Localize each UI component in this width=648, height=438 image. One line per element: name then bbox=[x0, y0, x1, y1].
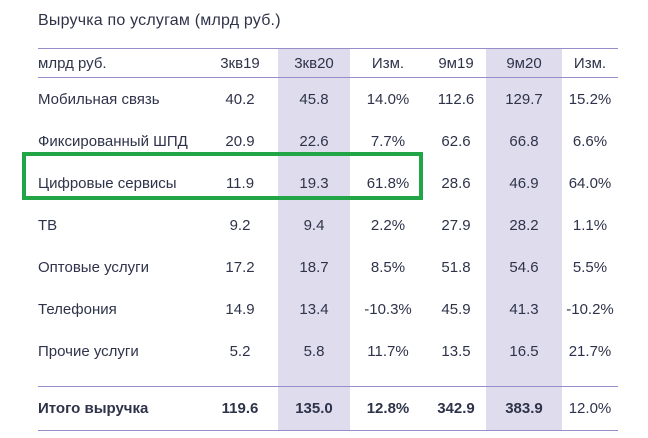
row-value: 9.4 bbox=[278, 204, 350, 246]
row-value: 54.6 bbox=[486, 246, 562, 288]
row-label: ТВ bbox=[38, 216, 58, 234]
row-value: -10.2% bbox=[566, 300, 614, 318]
total-value: 135.0 bbox=[278, 387, 350, 430]
table-header-row: млрд руб. 3кв19 3кв20 Изм. 9м19 9м20 Изм. bbox=[38, 48, 618, 78]
row-label: Фиксированный ШПД bbox=[38, 132, 188, 150]
row-value: 1.1% bbox=[572, 216, 608, 234]
row-value: 46.9 bbox=[486, 162, 562, 204]
column-header: 9м19 bbox=[438, 54, 474, 72]
row-value: 129.7 bbox=[486, 78, 562, 120]
table-body: Мобильная связь 40.2 45.8 14.0% 112.6 129.7 15… bbox=[38, 78, 618, 372]
row-label: Прочие услуги bbox=[38, 342, 139, 360]
row-value: -10.3% bbox=[364, 300, 412, 318]
row-value: 13.4 bbox=[278, 288, 350, 330]
row-value: 20.9 bbox=[225, 132, 255, 150]
row-label: Телефония bbox=[38, 300, 117, 318]
row-value: 41.3 bbox=[486, 288, 562, 330]
spacer-cell bbox=[202, 372, 278, 386]
total-value: 12.0% bbox=[568, 400, 612, 417]
row-label: Мобильная связь bbox=[38, 90, 160, 108]
row-value: 45.9 bbox=[441, 300, 471, 318]
row-value: 40.2 bbox=[225, 90, 255, 108]
row-value: 9.2 bbox=[229, 216, 251, 234]
row-value: 19.3 bbox=[278, 162, 350, 204]
column-header-unit: млрд руб. bbox=[38, 54, 107, 72]
row-value: 18.7 bbox=[278, 246, 350, 288]
row-value: 2.2% bbox=[370, 216, 406, 234]
row-value: 61.8% bbox=[366, 174, 410, 192]
row-value: 21.7% bbox=[568, 342, 612, 360]
row-value: 22.6 bbox=[278, 120, 350, 162]
row-value: 15.2% bbox=[568, 90, 612, 108]
page-title: Выручка по услугам (млрд руб.) bbox=[38, 12, 281, 29]
spacer-cell bbox=[350, 372, 426, 386]
table-row: Прочие услуги 5.2 5.8 11.7% 13.5 16.5 21.7% bbox=[38, 330, 618, 372]
row-value: 27.9 bbox=[441, 216, 471, 234]
row-value: 16.5 bbox=[486, 330, 562, 372]
total-value: 383.9 bbox=[486, 387, 562, 430]
spacer-cell bbox=[278, 372, 350, 386]
table-total-row: Итого выручка 119.6 135.0 12.8% 342.9 383.9 1… bbox=[38, 386, 618, 431]
row-value: 28.2 bbox=[486, 204, 562, 246]
table-row: Оптовые услуги 17.2 18.7 8.5% 51.8 54.6 5.5% bbox=[38, 246, 618, 288]
row-value: 14.0% bbox=[366, 90, 410, 108]
row-value: 45.8 bbox=[278, 78, 350, 120]
spacer-cell bbox=[426, 372, 486, 386]
table-row-highlighted: Цифровые сервисы 11.9 19.3 61.8% 28.6 46.9 64.… bbox=[38, 162, 618, 204]
row-value: 8.5% bbox=[370, 258, 406, 276]
total-value: 12.8% bbox=[366, 400, 410, 417]
row-value: 13.5 bbox=[441, 342, 471, 360]
row-value: 11.7% bbox=[367, 342, 409, 360]
row-value: 112.6 bbox=[437, 90, 475, 108]
total-row-label: Итого выручка bbox=[38, 400, 149, 417]
column-header: Изм. bbox=[371, 54, 405, 72]
table-row: Фиксированный ШПД 20.9 22.6 7.7% 62.6 66.8 6.6… bbox=[38, 120, 618, 162]
row-label: Цифровые сервисы bbox=[38, 174, 177, 192]
column-header: 3кв19 bbox=[220, 54, 260, 72]
row-value: 28.6 bbox=[441, 174, 471, 192]
total-value: 119.6 bbox=[221, 400, 259, 417]
row-value: 17.2 bbox=[225, 258, 255, 276]
row-value: 6.6% bbox=[572, 132, 608, 150]
row-value: 7.7% bbox=[370, 132, 406, 150]
column-header: 3кв20 bbox=[278, 49, 350, 77]
row-value: 14.9 bbox=[225, 300, 255, 318]
row-value: 5.5% bbox=[572, 258, 608, 276]
spacer-cell bbox=[38, 372, 202, 386]
row-value: 64.0% bbox=[568, 174, 612, 192]
row-value: 62.6 bbox=[441, 132, 471, 150]
table-row: Телефония 14.9 13.4 -10.3% 45.9 41.3 -10.2% bbox=[38, 288, 618, 330]
revenue-by-services-table: млрд руб. 3кв19 3кв20 Изм. 9м19 9м20 Изм. Моб… bbox=[38, 48, 618, 431]
spacer-cell bbox=[562, 372, 618, 386]
row-value: 5.8 bbox=[278, 330, 350, 372]
column-header: 9м20 bbox=[486, 49, 562, 77]
row-value: 5.2 bbox=[229, 342, 251, 360]
row-label: Оптовые услуги bbox=[38, 258, 150, 276]
row-value: 11.9 bbox=[225, 174, 255, 192]
row-value: 66.8 bbox=[486, 120, 562, 162]
table-spacer-row bbox=[38, 372, 618, 386]
table-row: ТВ 9.2 9.4 2.2% 27.9 28.2 1.1% bbox=[38, 204, 618, 246]
column-header: Изм. bbox=[573, 54, 607, 72]
row-value: 51.8 bbox=[441, 258, 471, 276]
spacer-cell bbox=[486, 372, 562, 386]
table-row: Мобильная связь 40.2 45.8 14.0% 112.6 129.7 15… bbox=[38, 78, 618, 120]
total-value: 342.9 bbox=[437, 400, 475, 417]
